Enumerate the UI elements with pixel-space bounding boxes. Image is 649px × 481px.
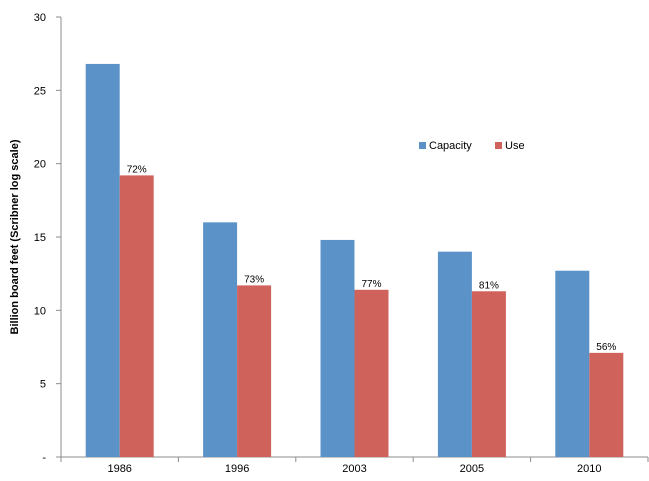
x-tick-label: 1996 xyxy=(225,463,249,475)
legend-label-capacity: Capacity xyxy=(429,140,472,152)
data-label-1986: 72% xyxy=(127,164,147,175)
bar-use-1986 xyxy=(119,175,154,457)
data-labels: 72% 73% 77% 81% 56% xyxy=(127,164,617,352)
x-tick-label: 2010 xyxy=(577,463,601,475)
bar-capacity-1986 xyxy=(85,63,120,457)
bar-use-2005 xyxy=(471,291,506,457)
axes: - 5 10 15 20 25 30 1986 1996 2003 2005 2010 xyxy=(34,12,649,475)
bars xyxy=(85,63,624,457)
bar-capacity-2003 xyxy=(320,239,355,457)
y-tick-label: 5 xyxy=(40,379,46,391)
y-tick-label: 15 xyxy=(34,232,46,244)
y-tick-label: 25 xyxy=(34,85,46,97)
y-tick-label: 30 xyxy=(34,12,46,24)
y-tick-label: - xyxy=(42,452,46,464)
y-tick-label: 10 xyxy=(34,305,46,317)
x-tick-label: 2005 xyxy=(460,463,484,475)
data-label-2003: 77% xyxy=(361,279,381,290)
data-label-1996: 73% xyxy=(244,274,264,285)
legend-label-use: Use xyxy=(505,140,525,152)
bar-capacity-2010 xyxy=(555,270,590,457)
bar-use-2003 xyxy=(354,289,389,457)
bar-capacity-1996 xyxy=(203,222,238,457)
y-tick-label: 20 xyxy=(34,159,46,171)
y-axis-title: Billion board feet (Scribner log scale) xyxy=(9,139,21,334)
legend: Capacity Use xyxy=(419,140,525,152)
x-tick-label: 1986 xyxy=(107,463,131,475)
bar-use-2010 xyxy=(589,352,624,457)
legend-swatch-use xyxy=(495,142,502,149)
data-label-2010: 56% xyxy=(596,342,616,353)
data-label-2005: 81% xyxy=(479,280,499,291)
bar-capacity-2005 xyxy=(437,251,472,457)
x-tick-label: 2003 xyxy=(342,463,366,475)
legend-swatch-capacity xyxy=(419,142,426,149)
bar-use-1996 xyxy=(237,285,272,457)
